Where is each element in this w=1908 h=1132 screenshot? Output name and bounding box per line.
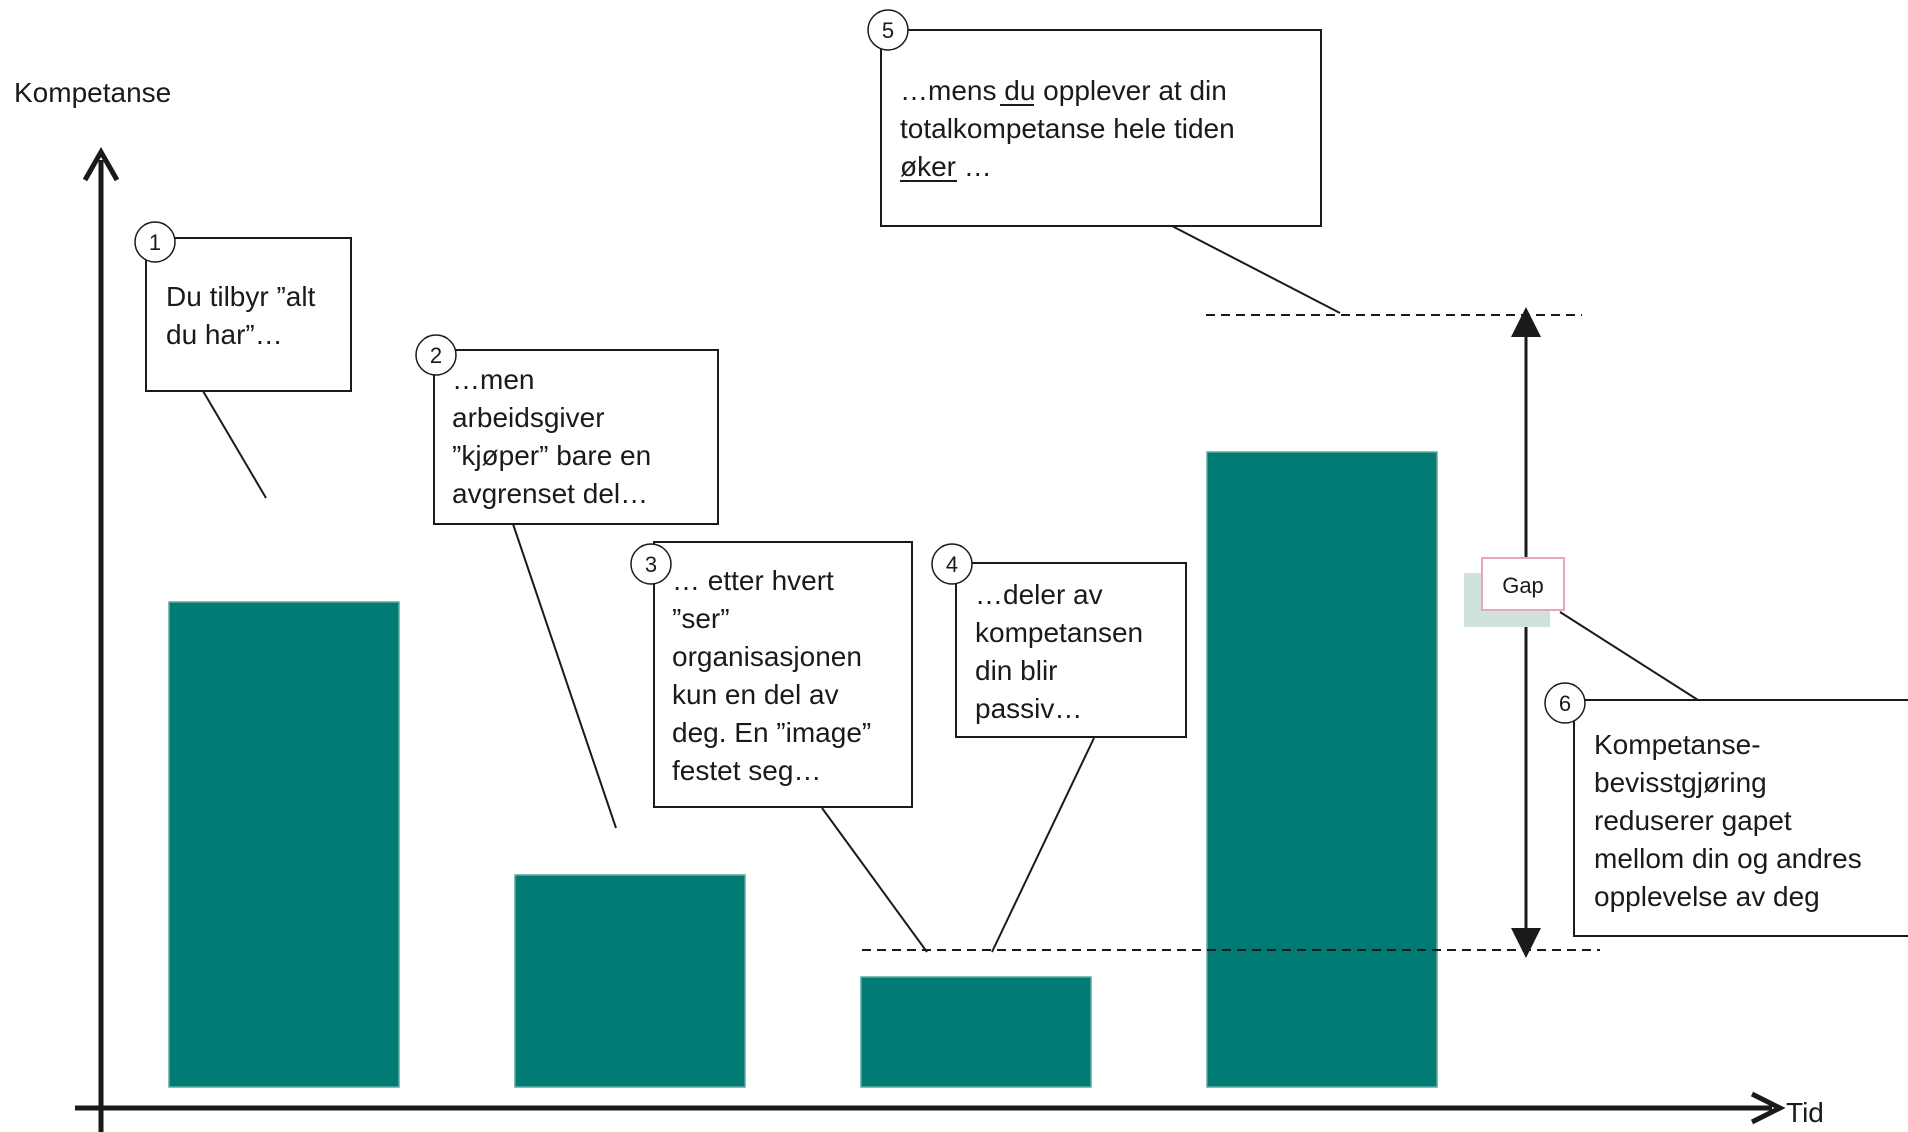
callout-number: 1 [149,230,161,255]
callout-text: … etter hvert ”ser” organisasjonen kun e… [672,565,879,786]
connector-1 [202,390,267,499]
callout-connectors [202,225,1699,953]
y-axis-arrow-icon [82,146,120,182]
badge-circle [1544,682,1586,724]
callout-text: Du tilbyr ”alt du har”… [166,281,323,350]
callout-number: 6 [1559,691,1571,716]
y-axis-label: Kompetanse [14,77,171,108]
badge-circle [867,9,909,51]
gap-reference-lines [862,314,1600,951]
connector-3 [821,807,928,953]
badge-circle [415,334,457,376]
connector-2 [512,523,617,829]
gap-label-box [1481,557,1565,611]
badge-circle [134,221,176,263]
bar-4 [1206,451,1438,1088]
callout-box [653,541,913,808]
bar-1 [168,601,400,1088]
callout-1: Du tilbyr ”alt du har”… 1 [134,221,352,392]
badge-circle [630,543,672,585]
x-axis-label: Tid [1786,1097,1824,1128]
connector-4 [991,737,1095,953]
callout-box [880,29,1322,227]
callout-2: …men arbeidsgiver ”kjøper” bare en avgre… [415,334,719,525]
callout-number: 3 [645,552,657,577]
connector-5 [1171,225,1341,314]
callout-number: 2 [430,343,442,368]
callout-text: …men arbeidsgiver ”kjøper” bare en avgre… [452,364,659,509]
callout-text: …mens du opplever at din totalkompetanse… [900,75,1242,182]
callout-box [1573,699,1908,937]
callout-4: …deler av kompetansen din blir passiv… 4 [931,543,1187,738]
callout-number: 5 [882,18,894,43]
callout-6: Kompetanse- bevisstgjøring reduserer gap… [1544,682,1908,937]
callout-box [433,349,719,525]
bar-3 [860,976,1092,1088]
callout-3: … etter hvert ”ser” organisasjonen kun e… [630,541,913,808]
callout-text: Kompetanse- bevisstgjøring reduserer gap… [1594,729,1869,912]
bar-2 [514,874,746,1088]
callout-text: …deler av kompetansen din blir passiv… [975,579,1151,724]
callout-5: …mens du opplever at din totalkompetanse… [867,9,1322,227]
badge-circle [931,543,973,585]
axes: Kompetanse Tid [14,77,1824,1132]
callout-box [145,237,352,392]
callout-number: 4 [946,552,958,577]
x-axis-arrow-icon [1750,1091,1786,1125]
connector-6 [1559,611,1699,701]
bars [168,451,1438,1088]
gap-label: Gap [1502,573,1544,598]
callout-box [955,562,1187,738]
